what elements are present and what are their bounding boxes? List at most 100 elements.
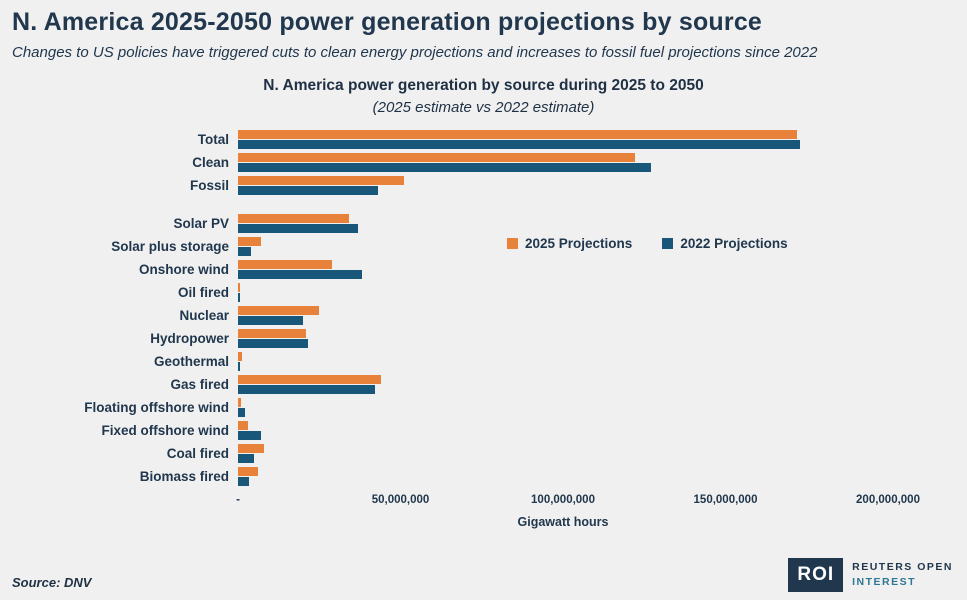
bar-2022 [238, 224, 359, 233]
bar-2025 [238, 153, 635, 162]
category-label: Hydropower [150, 331, 229, 346]
bar-group [238, 237, 888, 256]
bar-group [238, 467, 888, 486]
bar-2022 [238, 431, 261, 440]
category-label: Total [197, 132, 229, 147]
chart-row: Solar PV [20, 212, 940, 235]
chart-legend: 2025 Projections 2022 Projections [507, 236, 788, 251]
bar-group [238, 352, 888, 371]
org-name: REUTERS OPEN INTEREST [852, 560, 953, 590]
chart-row: Gas fired [20, 373, 940, 396]
chart-row: Floating offshore wind [20, 396, 940, 419]
category-label: Nuclear [179, 308, 229, 323]
x-tick: 50,000,000 [371, 494, 430, 506]
chart-title: N. America power generation by source du… [263, 77, 704, 94]
bar-group [238, 444, 888, 463]
chart-row: Onshore wind [20, 258, 940, 281]
bar-group [238, 153, 888, 172]
chart-header: N. America power generation by source du… [0, 77, 967, 116]
page-subtitle: Changes to US policies have triggered cu… [12, 44, 818, 61]
category-label: Floating offshore wind [84, 400, 229, 415]
bar-2022 [238, 385, 375, 394]
chart-subtitle: (2025 estimate vs 2022 estimate) [372, 99, 595, 116]
bar-2025 [238, 444, 264, 453]
legend-label: 2025 Projections [525, 236, 633, 251]
bar-2025 [238, 421, 248, 430]
bar-2025 [238, 352, 242, 361]
category-label: Clean [192, 155, 229, 170]
x-tick: 100,000,000 [531, 494, 595, 506]
bar-group [238, 329, 888, 348]
chart-row: Solar plus storage [20, 235, 940, 258]
category-label: Coal fired [166, 446, 229, 461]
legend-label: 2022 Projections [680, 236, 788, 251]
bar-group [238, 375, 888, 394]
bar-2022 [238, 247, 251, 256]
page-title: N. America 2025-2050 power generation pr… [12, 8, 763, 36]
chart-row: Geothermal [20, 350, 940, 373]
bar-2025 [238, 467, 258, 476]
bar-2022 [238, 270, 362, 279]
chart-row: Total [20, 128, 940, 151]
bar-2022 [238, 316, 303, 325]
bar-2025 [238, 237, 261, 246]
category-label: Solar PV [173, 216, 229, 231]
chart-row: Nuclear [20, 304, 940, 327]
chart-row: Hydropower [20, 327, 940, 350]
bar-2025 [238, 260, 333, 269]
x-axis-ticks: - 50,000,000 100,000,000 150,000,000 200,000… [236, 494, 920, 512]
branding: ROI REUTERS OPEN INTEREST [788, 558, 953, 592]
legend-swatch [507, 238, 518, 249]
bar-2025 [238, 306, 320, 315]
bar-group [238, 260, 888, 279]
bar-2025 [238, 176, 404, 185]
bar-2025 [238, 329, 307, 338]
chart-row: Fossil [20, 174, 940, 197]
bar-2022 [238, 339, 308, 348]
bar-group [238, 130, 888, 149]
page-header: N. America 2025-2050 power generation pr… [0, 0, 967, 61]
bar-2022 [238, 362, 240, 371]
bar-2025 [238, 214, 349, 223]
x-tick: 150,000,000 [693, 494, 758, 506]
group-spacer [20, 197, 940, 212]
bar-chart: Total Clean Fossil Solar PV Solar plus stora… [20, 128, 940, 529]
bar-2022 [238, 408, 245, 417]
x-axis-label: Gigawatt hours [517, 515, 609, 529]
legend-item-2022: 2022 Projections [662, 236, 788, 251]
chart-row: Oil fired [20, 281, 940, 304]
category-label: Gas fired [170, 377, 229, 392]
chart-row: Fixed offshore wind [20, 419, 940, 442]
bar-2022 [238, 477, 250, 486]
bar-2022 [238, 293, 240, 302]
legend-swatch [662, 238, 674, 249]
bar-group [238, 306, 888, 325]
legend-item-2025: 2025 Projections [507, 236, 632, 251]
category-label: Biomass fired [139, 469, 229, 484]
bar-2022 [238, 454, 255, 463]
chart-row: Coal fired [20, 442, 940, 465]
category-label: Fossil [189, 178, 229, 193]
category-label: Oil fired [177, 285, 229, 300]
bar-group [238, 421, 888, 440]
category-label: Fixed offshore wind [101, 423, 229, 438]
chart-rows: Total Clean Fossil Solar PV Solar plus stora… [20, 128, 940, 488]
category-label: Solar plus storage [111, 239, 229, 254]
x-tick: 200,000,000 [856, 494, 920, 506]
bar-2025 [238, 398, 242, 407]
bar-group [238, 283, 888, 302]
bar-2025 [238, 130, 797, 139]
bar-2025 [238, 283, 240, 292]
bar-2025 [238, 375, 381, 384]
roi-logo: ROI [788, 558, 844, 592]
bar-2022 [238, 140, 801, 149]
bar-2022 [238, 163, 651, 172]
bar-group [238, 214, 888, 233]
category-label: Geothermal [153, 354, 229, 369]
org-name-line2: INTEREST [852, 576, 917, 588]
org-name-line1: REUTERS OPEN [852, 560, 953, 573]
chart-row: Clean [20, 151, 940, 174]
bar-2022 [238, 186, 378, 195]
category-label: Onshore wind [138, 262, 229, 277]
source-note: Source: DNV [12, 575, 92, 590]
